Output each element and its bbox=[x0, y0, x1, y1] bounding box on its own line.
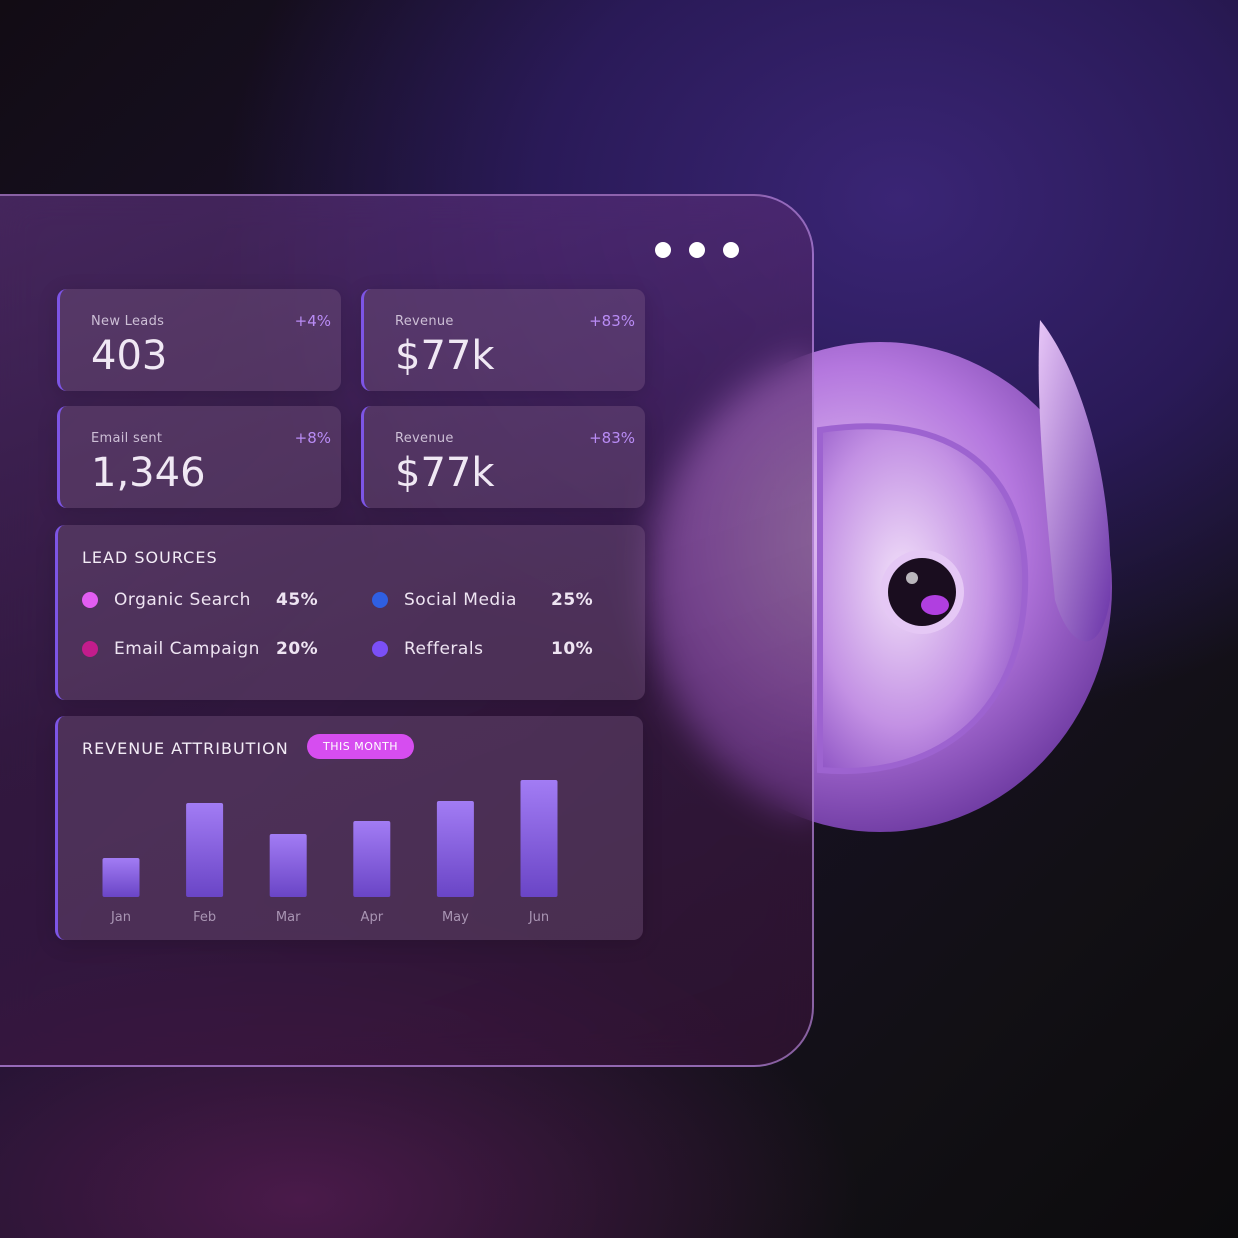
legend-dot bbox=[372, 641, 388, 657]
section-title: LEAD SOURCES bbox=[82, 548, 218, 567]
stat-card: Revenue +83% $77k bbox=[361, 289, 645, 391]
dot bbox=[723, 242, 739, 258]
stat-change: +83% bbox=[589, 429, 635, 447]
source-share: 10% bbox=[551, 639, 594, 659]
x-tick-label: Apr bbox=[361, 910, 384, 925]
stat-value: $77k bbox=[395, 333, 495, 379]
lead-source: Social Media 25% bbox=[372, 590, 632, 610]
stat-change: +4% bbox=[294, 312, 331, 330]
source-share: 20% bbox=[276, 639, 319, 659]
bar bbox=[353, 821, 391, 897]
lead-source: Organic Search 45% bbox=[82, 590, 342, 610]
source-share: 25% bbox=[551, 590, 594, 610]
revenue-attribution-card: REVENUE ATTRIBUTION THIS MONTH Jan Feb Mar… bbox=[55, 716, 643, 940]
stat-card: Revenue +83% $77k bbox=[361, 406, 645, 508]
bar bbox=[436, 801, 474, 897]
stat-card: Email sent +8% 1,346 bbox=[57, 406, 341, 508]
stat-value: 403 bbox=[91, 333, 168, 379]
source-share: 45% bbox=[276, 590, 319, 610]
lead-sources-card: LEAD SOURCES Organic Search 45% Social Med… bbox=[55, 525, 645, 700]
x-tick-label: Feb bbox=[193, 910, 216, 925]
legend-dot bbox=[372, 592, 388, 608]
bar bbox=[520, 780, 558, 897]
legend-dot bbox=[82, 592, 98, 608]
source-name: Organic Search bbox=[114, 590, 251, 610]
lead-source: Refferals 10% bbox=[372, 639, 632, 659]
stat-label: Revenue bbox=[395, 314, 454, 329]
stat-change: +83% bbox=[589, 312, 635, 330]
stat-card: New Leads +4% 403 bbox=[57, 289, 341, 391]
dot bbox=[655, 242, 671, 258]
bar bbox=[102, 858, 140, 897]
stat-change: +8% bbox=[294, 429, 331, 447]
bar-chart: Jan Feb Mar Apr May Jun bbox=[102, 780, 558, 925]
bar bbox=[269, 834, 307, 897]
x-tick-label: Jun bbox=[528, 910, 549, 925]
stat-value: 1,346 bbox=[91, 450, 206, 496]
legend-dot bbox=[82, 641, 98, 657]
source-name: Social Media bbox=[404, 590, 517, 610]
source-name: Refferals bbox=[404, 639, 484, 659]
lead-source: Email Campaign 20% bbox=[82, 639, 342, 659]
period-badge[interactable]: THIS MONTH bbox=[307, 734, 415, 759]
x-tick-label: Jan bbox=[110, 910, 131, 925]
stat-label: Email sent bbox=[91, 431, 163, 446]
x-tick-label: Mar bbox=[276, 910, 301, 925]
x-tick-label: May bbox=[442, 910, 469, 925]
bar bbox=[186, 803, 224, 897]
stat-label: New Leads bbox=[91, 314, 165, 329]
section-title: REVENUE ATTRIBUTION bbox=[82, 739, 289, 758]
dot bbox=[689, 242, 705, 258]
stat-label: Revenue bbox=[395, 431, 454, 446]
window-dots bbox=[655, 242, 739, 258]
stat-value: $77k bbox=[395, 450, 495, 496]
source-name: Email Campaign bbox=[114, 639, 260, 659]
dashboard-panel bbox=[0, 194, 814, 1067]
